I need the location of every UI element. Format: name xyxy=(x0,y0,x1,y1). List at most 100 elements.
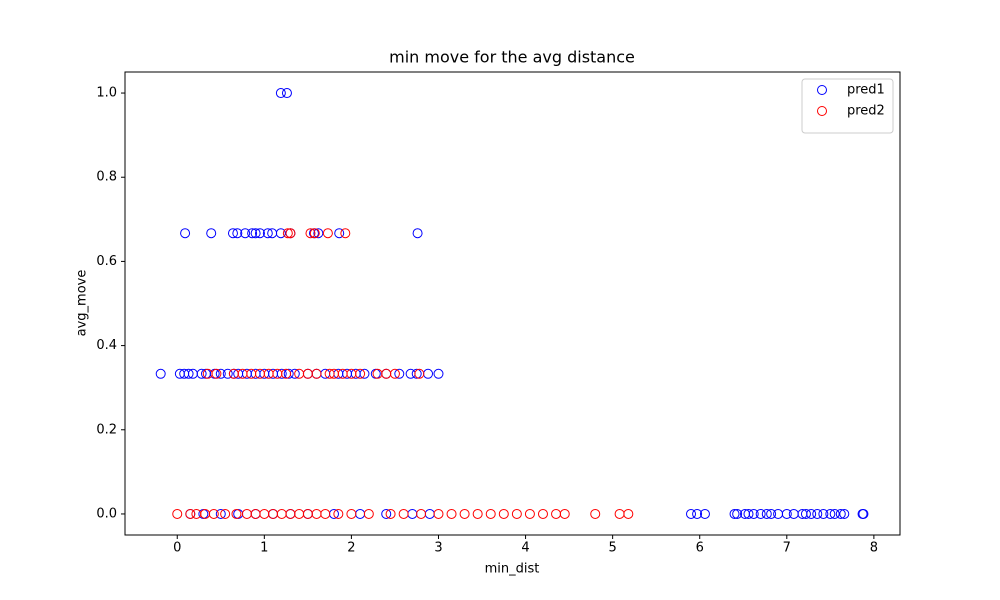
legend-marker xyxy=(817,85,827,95)
point xyxy=(398,508,409,519)
legend-label: pred1 xyxy=(847,83,885,98)
point xyxy=(781,508,792,519)
x-tick-label: 8 xyxy=(870,541,878,556)
point xyxy=(829,508,840,519)
point xyxy=(433,368,444,379)
point xyxy=(155,368,166,379)
point xyxy=(498,508,509,519)
y-tick-label: 0.0 xyxy=(96,506,117,521)
point xyxy=(281,88,292,99)
plot-frame xyxy=(124,71,901,536)
point xyxy=(254,228,265,239)
y-tick-label: 0.4 xyxy=(96,338,117,353)
point xyxy=(835,508,846,519)
x-tick-label: 1 xyxy=(260,541,268,556)
point xyxy=(215,508,226,519)
y-tick-label: 0.2 xyxy=(96,422,117,437)
point xyxy=(839,508,850,519)
point xyxy=(208,508,219,519)
point xyxy=(394,368,405,379)
legend-marker xyxy=(817,106,827,116)
x-tick-label: 6 xyxy=(696,541,704,556)
point xyxy=(389,368,400,379)
point xyxy=(511,508,522,519)
point xyxy=(524,508,535,519)
point xyxy=(433,508,444,519)
point xyxy=(699,508,710,519)
point xyxy=(766,508,777,519)
point xyxy=(172,508,183,519)
point xyxy=(334,228,345,239)
point xyxy=(858,508,869,519)
point xyxy=(275,228,286,239)
x-tick-label: 3 xyxy=(434,541,442,556)
y-tick-label: 1.0 xyxy=(96,86,117,101)
point xyxy=(231,508,242,519)
point xyxy=(743,508,754,519)
point xyxy=(355,368,366,379)
point xyxy=(686,508,697,519)
point xyxy=(227,228,238,239)
point xyxy=(446,508,457,519)
point xyxy=(262,228,273,239)
point xyxy=(276,368,287,379)
point xyxy=(333,508,344,519)
legend-box xyxy=(801,78,894,134)
point xyxy=(211,368,222,379)
point xyxy=(623,508,634,519)
point xyxy=(761,508,772,519)
point xyxy=(346,508,357,519)
point xyxy=(340,228,351,239)
point xyxy=(196,368,207,379)
point xyxy=(755,508,766,519)
point xyxy=(537,508,548,519)
point xyxy=(381,508,392,519)
point xyxy=(324,368,335,379)
y-tick-label: 0.8 xyxy=(96,170,117,185)
point xyxy=(359,368,370,379)
point xyxy=(240,228,251,239)
point xyxy=(692,508,703,519)
point xyxy=(283,368,294,379)
point xyxy=(232,228,243,239)
point xyxy=(732,508,743,519)
point xyxy=(250,228,261,239)
point xyxy=(285,228,296,239)
point xyxy=(322,228,333,239)
point xyxy=(485,508,496,519)
y-axis-label: avg_move xyxy=(75,270,90,337)
point xyxy=(220,508,231,519)
point xyxy=(800,508,811,519)
y-tick-label: 0.6 xyxy=(96,254,117,269)
point xyxy=(305,228,316,239)
point xyxy=(825,508,836,519)
x-tick-label: 7 xyxy=(783,541,791,556)
point xyxy=(806,508,817,519)
point xyxy=(183,368,194,379)
point xyxy=(416,508,427,519)
point xyxy=(363,508,374,519)
x-tick-label: 5 xyxy=(608,541,616,556)
point xyxy=(275,88,286,99)
point xyxy=(812,508,823,519)
x-axis-label: min_dist xyxy=(485,562,540,577)
point xyxy=(222,368,233,379)
legend-label: pred2 xyxy=(847,104,885,119)
point xyxy=(559,508,570,519)
point xyxy=(313,228,324,239)
point xyxy=(215,368,226,379)
point xyxy=(459,508,470,519)
point xyxy=(590,508,601,519)
point xyxy=(320,508,331,519)
point xyxy=(206,228,217,239)
point xyxy=(282,228,293,239)
point xyxy=(411,368,422,379)
point xyxy=(247,228,258,239)
point xyxy=(818,508,829,519)
point xyxy=(412,228,423,239)
point xyxy=(385,508,396,519)
chart-title: min move for the avg distance xyxy=(389,48,635,67)
point xyxy=(472,508,483,519)
x-tick-label: 0 xyxy=(173,541,181,556)
